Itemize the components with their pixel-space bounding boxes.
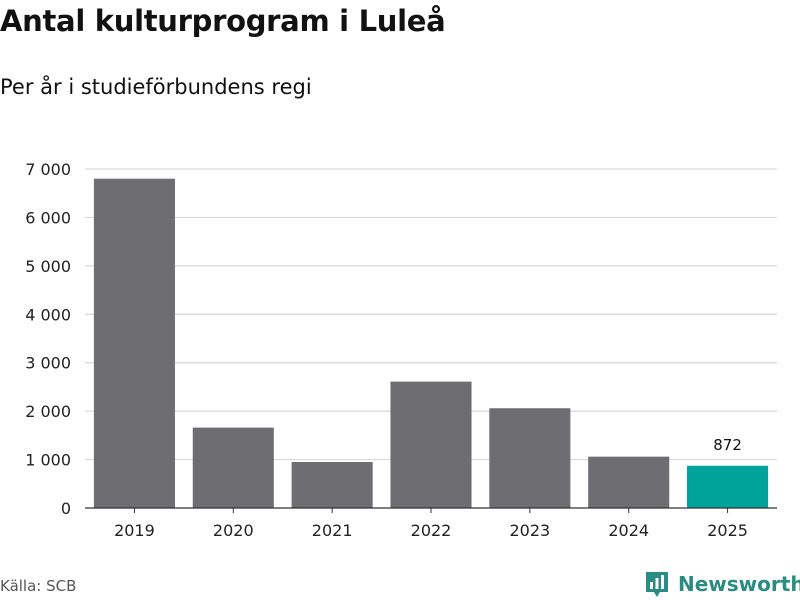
newsworthy-logo-icon: [646, 572, 668, 597]
y-tick-label: 5 000: [25, 257, 71, 276]
bar-2019: [93, 178, 175, 508]
y-tick-label: 6 000: [25, 208, 71, 227]
x-tick-label: 2025: [707, 521, 748, 540]
x-tick-label: 2024: [608, 521, 649, 540]
chart-subtitle: Per år i studieförbundens regi: [0, 75, 312, 99]
labels: 0 1 000 2 000 3 000 4 000 5 000 6 000 7 000 2019…: [25, 160, 748, 540]
bar-2021: [291, 461, 373, 508]
y-tick-label: 0: [61, 499, 71, 518]
bar-2023: [489, 408, 571, 508]
brand-name: Newsworthy: [678, 572, 800, 596]
y-tick-label: 3 000: [25, 354, 71, 373]
axes: [85, 507, 777, 513]
brand-logo: Newsworthy: [644, 570, 800, 598]
y-tick-label: 7 000: [25, 160, 71, 179]
x-tick-label: 2023: [509, 521, 550, 540]
chart-title: Antal kulturprogram i Luleå: [0, 4, 446, 38]
y-tick-label: 2 000: [25, 402, 71, 421]
bar-2025: [687, 465, 769, 508]
source-note: Källa: SCB: [0, 577, 77, 595]
y-tick-label: 4 000: [25, 305, 71, 324]
x-tick-label: 2019: [114, 521, 155, 540]
data-label-2025: 872: [713, 436, 742, 454]
x-tick-label: 2021: [312, 521, 353, 540]
x-tick-label: 2022: [411, 521, 452, 540]
bar-2024: [588, 456, 670, 508]
bar-2020: [192, 427, 274, 508]
bar-2022: [390, 381, 472, 508]
bars: [93, 178, 769, 508]
y-tick-label: 1 000: [25, 451, 71, 470]
x-tick-label: 2020: [213, 521, 254, 540]
